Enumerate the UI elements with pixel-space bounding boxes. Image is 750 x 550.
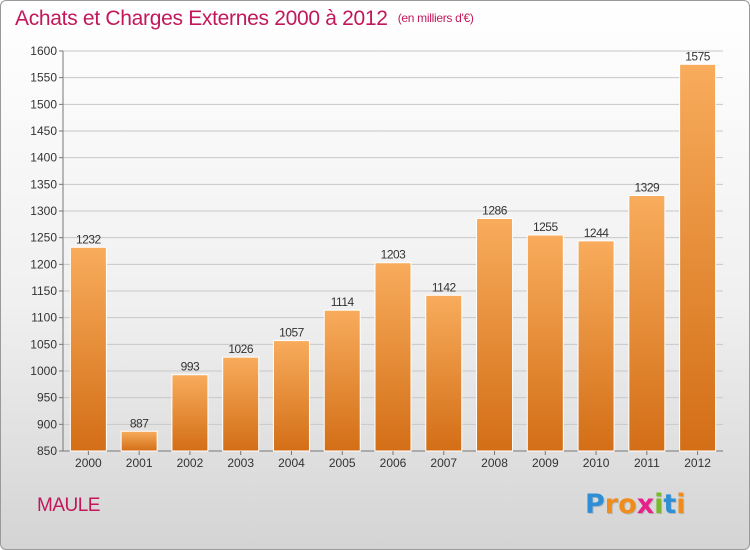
y-tick-label: 850 <box>37 444 57 458</box>
x-tick-label: 2012 <box>684 456 711 470</box>
bar-value-label: 993 <box>181 360 200 374</box>
x-tick-label: 2011 <box>634 456 660 470</box>
logo-letter: i <box>676 489 686 520</box>
logo-letter: o <box>618 489 637 520</box>
x-tick-label: 2010 <box>583 456 610 470</box>
bar <box>374 262 412 452</box>
bars <box>69 63 717 452</box>
bar <box>171 374 209 452</box>
bar <box>222 356 260 452</box>
x-tick-label: 2003 <box>227 456 254 470</box>
x-tick-label: 2001 <box>126 456 153 470</box>
bar-value-label: 1114 <box>331 295 355 309</box>
x-tick-label: 2000 <box>75 456 102 470</box>
bar <box>425 294 463 452</box>
chart-title-unit: (en milliers d'€) <box>397 11 474 25</box>
y-tick-label: 1200 <box>30 257 57 271</box>
proxiti-logo[interactable]: Proxiti <box>585 489 686 520</box>
x-tick-label: 2008 <box>481 456 508 470</box>
bar-value-label: 1255 <box>533 220 559 234</box>
bar-value-label: 1142 <box>432 280 457 294</box>
y-tick-label: 900 <box>37 417 57 431</box>
bar <box>577 240 615 452</box>
logo-letter: P <box>585 489 605 520</box>
x-tick-label: 2004 <box>278 456 305 470</box>
bar-value-label: 1057 <box>279 326 305 340</box>
chart-title-main: Achats et Charges Externes 2000 à 2012 <box>15 7 388 30</box>
bar <box>69 246 107 452</box>
x-axis-ticks: 2000 2001 2002 2003 2004 2005 2006 2007 2008 2009… <box>75 451 711 470</box>
bar <box>323 309 361 452</box>
bar <box>476 217 514 452</box>
bar-value-label: 887 <box>130 416 149 430</box>
logo-letter: r <box>604 489 619 520</box>
x-tick-label: 2006 <box>380 456 407 470</box>
y-tick-label: 1050 <box>30 337 57 351</box>
bar <box>679 63 717 452</box>
place-name: MAULE <box>37 495 100 516</box>
y-tick-label: 1600 <box>30 44 57 58</box>
y-tick-label: 950 <box>37 391 57 405</box>
y-tick-label: 1450 <box>30 124 57 138</box>
y-tick-label: 1550 <box>30 71 57 85</box>
bar <box>526 234 564 452</box>
y-tick-label: 1300 <box>30 204 57 218</box>
value-labels: 1232 887 993 1026 1057 1114 1203 1142 1286 1255 12… <box>76 49 711 430</box>
bar-value-label: 1575 <box>685 49 711 63</box>
chart-title: Achats et Charges Externes 2000 à 2012 (e… <box>15 7 474 31</box>
x-tick-label: 2009 <box>532 456 559 470</box>
bar-value-label: 1286 <box>482 203 508 217</box>
bar <box>272 340 310 452</box>
y-tick-label: 1400 <box>30 151 57 165</box>
logo-letter: t <box>663 489 677 520</box>
bar-value-label: 1232 <box>76 232 102 246</box>
bar-value-label: 1203 <box>381 248 407 262</box>
x-tick-label: 2002 <box>177 456 204 470</box>
x-tick-label: 2005 <box>329 456 356 470</box>
bar <box>628 195 666 452</box>
y-tick-label: 1500 <box>30 97 57 111</box>
bar-value-label: 1244 <box>584 226 610 240</box>
bar-value-label: 1329 <box>634 181 660 195</box>
logo-letter: x <box>636 489 655 520</box>
y-tick-label: 1100 <box>31 311 57 325</box>
logo-letter: i <box>654 489 664 520</box>
y-tick-label: 1250 <box>30 231 57 245</box>
y-tick-label: 1000 <box>30 364 57 378</box>
x-tick-label: 2007 <box>430 456 457 470</box>
y-tick-label: 1350 <box>30 177 57 191</box>
bar <box>120 430 158 452</box>
y-tick-label: 1150 <box>31 284 57 298</box>
bar-value-label: 1026 <box>228 342 254 356</box>
